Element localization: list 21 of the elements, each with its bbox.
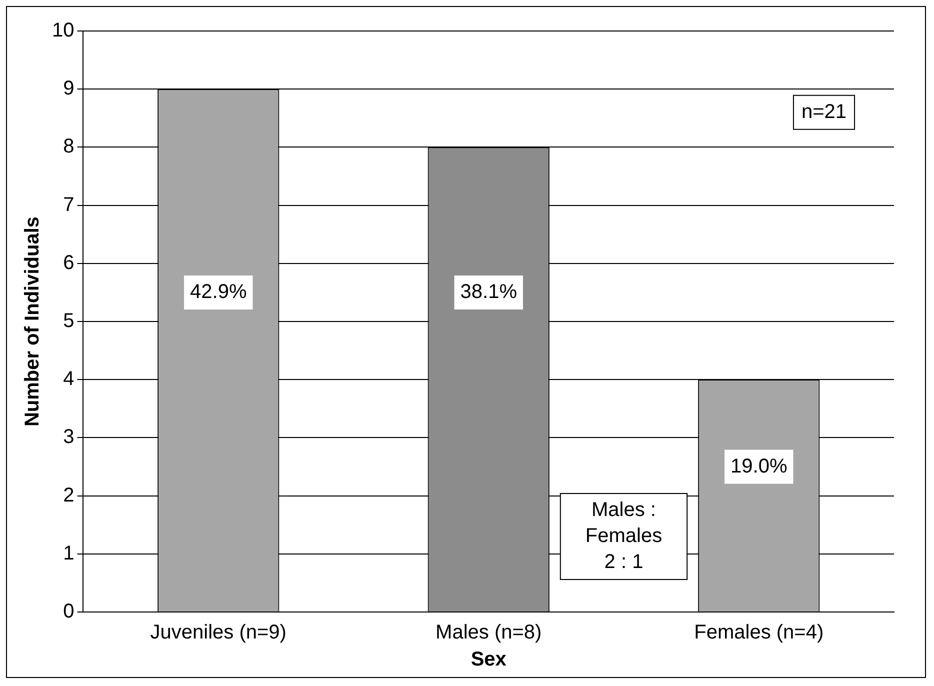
annotation: 42.9% (190, 280, 247, 303)
annotation: 19.0% (730, 455, 788, 478)
y-tick-label: 3 (63, 426, 74, 448)
x-tick-label: Juveniles (n=9) (150, 622, 286, 644)
x-tick-label: Females (n=4) (694, 622, 824, 644)
annotation: Males : Females 2 : 1 (585, 498, 662, 573)
y-tick-label: 9 (63, 78, 74, 100)
y-tick-label: 8 (63, 136, 74, 158)
annotation: n=21 (801, 100, 847, 123)
y-tick-label: 10 (52, 20, 74, 42)
y-tick-label: 2 (63, 484, 74, 506)
y-tick-label: 4 (63, 368, 74, 390)
y-tick-label: 7 (63, 194, 74, 216)
y-tick-label: 0 (63, 600, 74, 623)
y-tick-label: 1 (63, 542, 74, 564)
y-tick-label: 6 (63, 252, 74, 274)
x-axis-title: Sex (470, 648, 506, 671)
y-tick-label: 5 (63, 310, 74, 332)
x-tick-label: Males (n=8) (436, 622, 542, 644)
y-axis-title: Number of Individuals (22, 216, 44, 427)
annotation: 38.1% (460, 280, 518, 303)
